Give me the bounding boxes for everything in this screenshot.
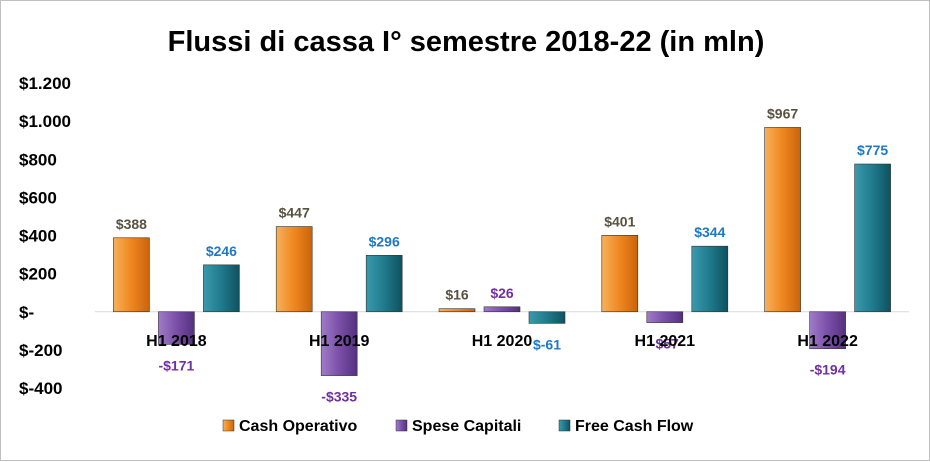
- data-label: $775: [857, 142, 888, 158]
- data-label: $26: [490, 285, 514, 301]
- data-label: $296: [369, 233, 400, 249]
- data-label: -$335: [321, 389, 357, 405]
- chart-title: Flussi di cassa I° semestre 2018-22 (in …: [168, 26, 765, 58]
- legend-label: Free Cash Flow: [575, 418, 694, 435]
- data-label: $16: [445, 287, 469, 303]
- y-tick-label: $-200: [19, 341, 62, 360]
- x-tick-label: H1 2021: [635, 333, 696, 350]
- legend-swatch: [395, 419, 408, 432]
- data-label: $401: [604, 213, 635, 229]
- x-tick-label: H1 2019: [309, 333, 370, 350]
- legend-label: Cash Operativo: [239, 418, 357, 435]
- data-label: $344: [694, 224, 725, 240]
- legend-swatch: [558, 419, 571, 432]
- data-label: -$171: [158, 357, 194, 373]
- bar-0-2: [438, 308, 476, 313]
- bar-2-1: [365, 255, 403, 313]
- y-tick-label: $1.000: [19, 112, 71, 131]
- x-tick-label: H1 2020: [472, 333, 533, 350]
- data-label: $388: [116, 216, 147, 232]
- legend-swatch: [222, 419, 235, 432]
- data-label: $967: [767, 105, 798, 121]
- bar-2-3: [691, 245, 729, 313]
- bar-1-1: [320, 311, 358, 376]
- data-label: -$194: [810, 362, 846, 378]
- x-tick-label: H1 2022: [797, 333, 858, 350]
- bar-2-4: [854, 163, 891, 313]
- bar-0-0: [113, 237, 150, 313]
- data-label: $-61: [533, 336, 561, 352]
- bar-2-0: [203, 264, 240, 313]
- data-label: $246: [206, 243, 237, 259]
- bar-1-2: [483, 306, 521, 313]
- x-tick-label: H1 2018: [146, 333, 207, 350]
- bar-0-3: [601, 235, 639, 313]
- y-tick-label: $-: [19, 303, 34, 322]
- bar-0-1: [275, 226, 313, 313]
- bar-1-3: [646, 311, 684, 323]
- data-label: -$57: [651, 336, 679, 352]
- legend-label: Spese Capitali: [412, 418, 521, 435]
- y-tick-label: $600: [19, 188, 57, 207]
- data-label: $447: [279, 205, 310, 221]
- bar-0-4: [764, 127, 801, 313]
- y-tick-label: $1.200: [19, 74, 71, 93]
- y-tick-label: $400: [19, 227, 57, 246]
- bar-1-0: [158, 311, 195, 345]
- bar-1-4: [809, 311, 846, 350]
- y-tick-label: $800: [19, 150, 57, 169]
- y-tick-label: $200: [19, 265, 57, 284]
- bar-2-2: [528, 311, 566, 324]
- y-tick-label: $-400: [19, 379, 62, 398]
